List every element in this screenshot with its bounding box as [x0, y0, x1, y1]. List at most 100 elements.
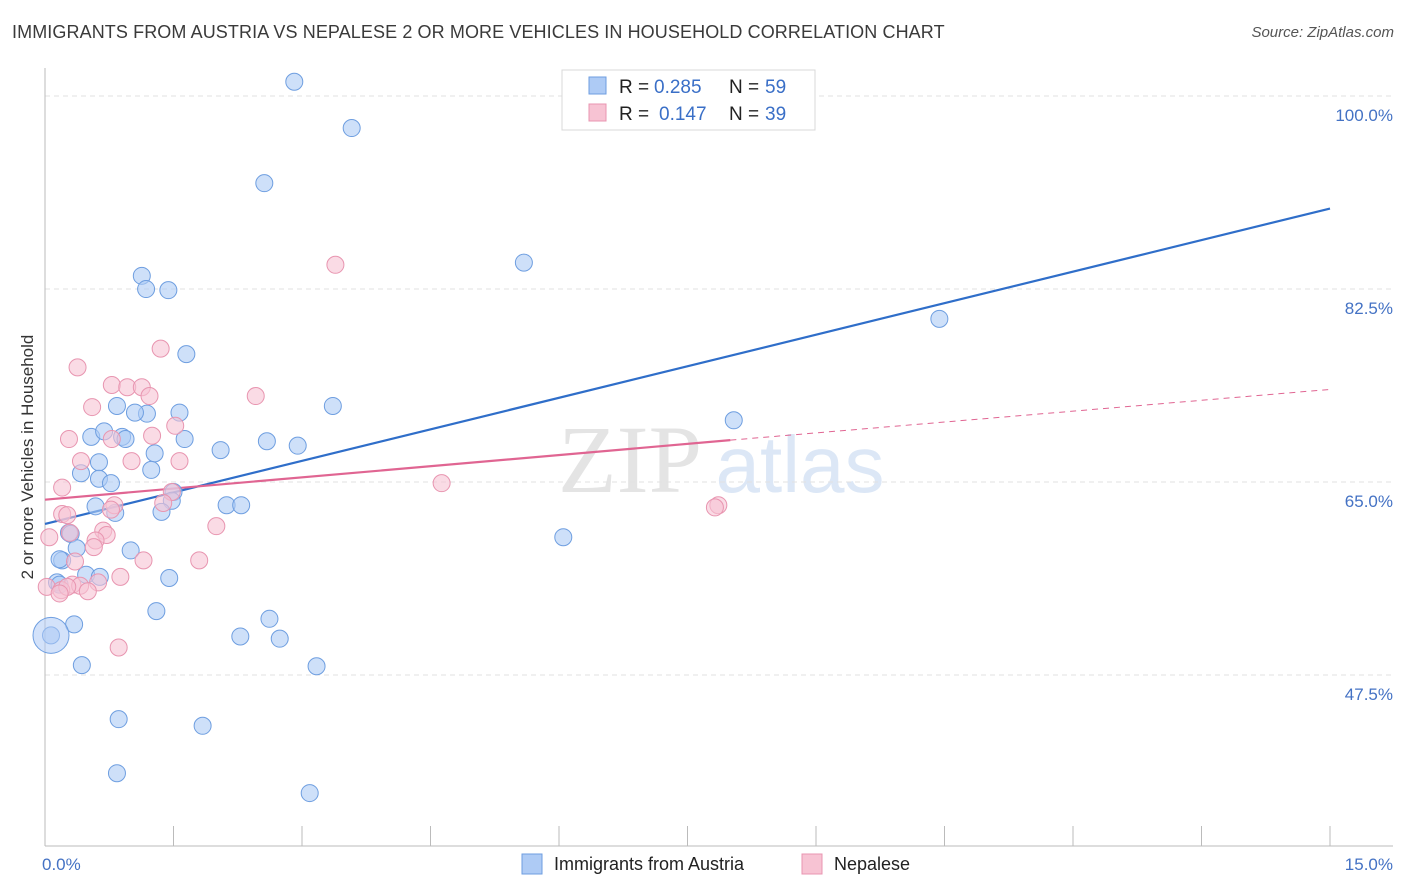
nepalese-point	[705, 498, 724, 517]
nepalese-point	[101, 500, 120, 519]
austria-point	[554, 528, 573, 547]
legend-swatch-nepalese	[588, 103, 607, 122]
austria-point	[724, 411, 743, 430]
nepalese-point	[190, 551, 209, 570]
austria-point	[160, 569, 179, 588]
nepalese-point	[40, 528, 59, 547]
legend-swatch-austria	[588, 76, 607, 95]
austria-point	[107, 396, 126, 415]
legend-n-label-austria: N =	[729, 77, 759, 98]
nepalese-point	[154, 494, 173, 513]
nepalese-point	[65, 552, 84, 571]
austria-point	[300, 784, 319, 803]
austria-point	[159, 281, 178, 300]
nepalese-trend-extension	[730, 388, 1331, 441]
austria-point	[177, 345, 196, 364]
y-tick-label: 47.5%	[1345, 685, 1393, 704]
y-tick-label: 65.0%	[1345, 492, 1393, 511]
nepalese-point	[78, 582, 97, 601]
nepalese-point	[326, 255, 345, 274]
nepalese-point	[111, 567, 130, 586]
nepalese-point	[58, 506, 77, 525]
nepalese-point	[140, 387, 159, 406]
austria-point	[260, 609, 279, 628]
nepalese-point	[122, 452, 141, 471]
bottom-legend-swatch-austria	[521, 853, 543, 875]
nepalese-point	[109, 638, 128, 657]
austria-point	[211, 441, 230, 460]
nepalese-point	[53, 478, 72, 497]
watermark-atlas: atlas	[716, 420, 885, 509]
austria-point	[342, 119, 361, 138]
nepalese-trend-line	[44, 439, 731, 501]
nepalese-point	[102, 376, 121, 395]
x-tick-label-min: 0.0%	[42, 855, 81, 874]
nepalese-point	[83, 398, 102, 417]
austria-point	[514, 253, 533, 272]
nepalese-point	[432, 474, 451, 493]
austria-point	[121, 541, 140, 560]
legend: R = 0.285 N = 59 R = 0.147 N = 39	[561, 69, 816, 131]
bottom-legend: Immigrants from Austria Nepalese	[521, 853, 910, 875]
tick-labels: 47.5% 65.0% 82.5% 100.0% 0.0% 15.0%	[42, 106, 1393, 874]
legend-r-value-austria: 0.285	[654, 77, 702, 98]
bottom-legend-label-nepalese: Nepalese	[834, 854, 910, 874]
nepalese-point	[59, 430, 78, 449]
nepalese-point	[207, 517, 226, 536]
austria-point	[86, 497, 105, 516]
nepalese-point	[143, 426, 162, 445]
austria-point	[231, 627, 250, 646]
austria-point	[257, 432, 276, 451]
austria-point	[50, 550, 69, 569]
y-tick-label: 100.0%	[1335, 106, 1393, 125]
legend-n-label-nepalese: N =	[729, 104, 759, 125]
nepalese-point	[166, 416, 185, 435]
watermark-zip: ZIP	[558, 406, 702, 513]
austria-point	[125, 403, 144, 422]
austria-point-large	[32, 616, 70, 654]
nepalese-point	[246, 387, 265, 406]
nepalese-point	[151, 339, 170, 358]
nepalese-point	[102, 430, 121, 449]
austria-point	[101, 474, 120, 493]
chart-title: IMMIGRANTS FROM AUSTRIA VS NEPALESE 2 OR…	[12, 22, 945, 42]
nepalese-point	[68, 358, 87, 377]
legend-r-label-austria: R =	[619, 77, 649, 98]
y-tick-label: 82.5%	[1345, 299, 1393, 318]
legend-n-value-nepalese: 39	[765, 104, 786, 125]
trend-lines	[44, 207, 1331, 526]
austria-point	[137, 280, 156, 299]
nepalese-point	[134, 551, 153, 570]
bottom-legend-swatch-nepalese	[801, 853, 823, 875]
austria-point	[307, 657, 326, 676]
austria-point	[175, 430, 194, 449]
austria-point	[89, 453, 108, 472]
austria-point	[285, 72, 304, 91]
legend-n-value-austria: 59	[765, 77, 786, 98]
austria-point	[109, 710, 128, 729]
nepalese-point	[71, 452, 90, 471]
austria-point	[72, 656, 91, 675]
grid-lines	[45, 95, 1393, 676]
austria-point	[147, 602, 166, 621]
legend-r-value-nepalese: 0.147	[659, 104, 707, 125]
austria-point	[270, 629, 289, 648]
austria-point	[142, 460, 161, 479]
legend-r-label-nepalese: R =	[619, 104, 649, 125]
nepalese-point	[60, 523, 79, 542]
nepalese-point	[50, 584, 69, 603]
nepalese-point	[84, 538, 103, 557]
austria-point	[930, 309, 949, 328]
y-axis-label: 2 or more Vehicles in Household	[18, 335, 37, 580]
austria-trend-line	[44, 207, 1331, 526]
austria-point	[107, 764, 126, 783]
data-points	[32, 72, 949, 803]
nepalese-point	[170, 452, 189, 471]
x-tick-label-max: 15.0%	[1345, 855, 1393, 874]
austria-point	[288, 436, 307, 455]
axes	[44, 68, 1393, 847]
bottom-legend-label-austria: Immigrants from Austria	[554, 854, 745, 874]
source-label: Source: ZipAtlas.com	[1251, 24, 1394, 41]
austria-point	[255, 174, 274, 193]
